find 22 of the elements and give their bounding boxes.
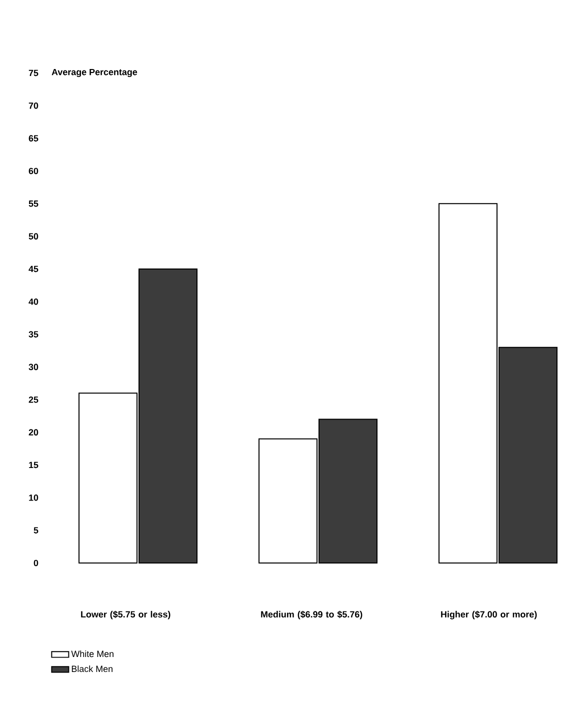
y-tick-label: 25 xyxy=(28,396,38,403)
y-tick-label: 5 xyxy=(34,527,38,534)
y-tick-label: 0 xyxy=(34,560,38,566)
y-tick-label: 30 xyxy=(28,364,38,370)
y-tick-label: 15 xyxy=(29,462,38,468)
y-axis-title: Average Percentage xyxy=(52,68,138,78)
legend-label: White Men xyxy=(71,650,114,658)
y-tick-label: 60 xyxy=(28,168,38,174)
y-tick-label: 20 xyxy=(28,429,38,436)
y-tick-label: 40 xyxy=(28,298,38,305)
x-tick-label: Higher ($7.00 or more) xyxy=(441,610,537,620)
y-tick-label: 75 xyxy=(28,70,38,76)
y-tick-label: 50 xyxy=(28,233,38,240)
y-tick-label: 45 xyxy=(28,266,38,272)
x-tick-label: Lower ($5.75 or less) xyxy=(81,610,170,620)
y-tick-label: 65 xyxy=(28,135,38,142)
x-tick-label: Medium ($6.99 to $5.76) xyxy=(261,610,362,620)
y-tick-label: 10 xyxy=(29,494,38,501)
y-tick-label: 70 xyxy=(28,102,38,109)
y-tick-label: 35 xyxy=(28,331,38,338)
y-tick-label: 55 xyxy=(28,200,38,207)
legend-label: Black Men xyxy=(72,665,112,672)
